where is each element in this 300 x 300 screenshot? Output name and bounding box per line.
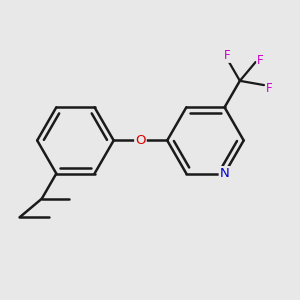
Text: F: F <box>266 82 273 94</box>
Text: F: F <box>257 54 263 67</box>
Text: N: N <box>220 167 230 180</box>
Text: O: O <box>135 134 146 147</box>
Text: F: F <box>224 49 231 62</box>
